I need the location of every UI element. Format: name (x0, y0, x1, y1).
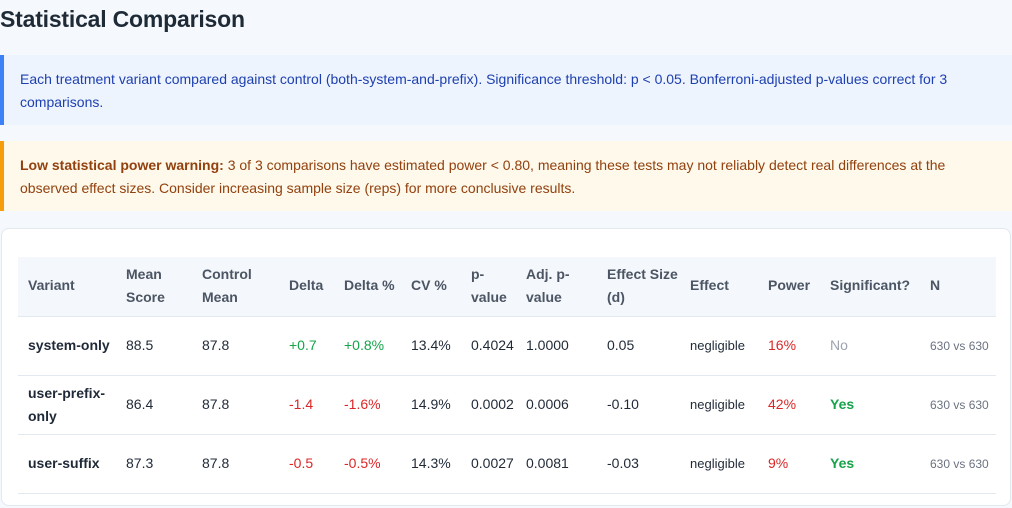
adj-p-value: 0.0006 (516, 375, 597, 435)
delta: +0.7 (279, 316, 334, 376)
variant-name: user-prefix-only (18, 375, 116, 435)
page-title: Statistical Comparison (0, 6, 245, 32)
effect-size: -0.03 (597, 434, 680, 494)
info-callout: Each treatment variant compared against … (0, 55, 1012, 125)
adj-p-value: 0.0081 (516, 434, 597, 494)
significant-badge: No (820, 316, 920, 376)
header-power: Power (758, 257, 820, 317)
variant-name: system-only (18, 316, 116, 376)
header-cv-pct: CV % (401, 257, 461, 317)
effect-size: 0.05 (597, 316, 680, 376)
delta: -0.5 (279, 434, 334, 494)
cv-pct: 14.9% (401, 375, 461, 435)
comparison-table: Variant Mean Score Control Mean Delta De… (18, 257, 996, 494)
delta-pct: -1.6% (334, 375, 401, 435)
control-mean: 87.8 (192, 434, 279, 494)
sample-size: 630 vs 630 (920, 375, 996, 435)
delta: -1.4 (279, 375, 334, 435)
control-mean: 87.8 (192, 375, 279, 435)
info-text: Each treatment variant compared against … (20, 71, 948, 110)
header-significant: Significant? (820, 257, 920, 317)
table-row: user-suffix 87.3 87.8 -0.5 -0.5% 14.3% 0… (18, 434, 996, 494)
header-n: N (920, 257, 996, 317)
cv-pct: 13.4% (401, 316, 461, 376)
table-header-row: Variant Mean Score Control Mean Delta De… (18, 257, 996, 317)
comparison-table-card: Variant Mean Score Control Mean Delta De… (1, 228, 1011, 506)
sample-size: 630 vs 630 (920, 434, 996, 494)
adj-p-value: 1.0000 (516, 316, 597, 376)
mean-score: 88.5 (116, 316, 192, 376)
p-value: 0.0027 (461, 434, 516, 494)
delta-pct: +0.8% (334, 316, 401, 376)
effect-label: negligible (680, 375, 758, 435)
power: 9% (758, 434, 820, 494)
header-effect-size: Effect Size (d) (597, 257, 680, 317)
header-mean-score: Mean Score (116, 257, 192, 317)
warning-text: 3 of 3 comparisons have estimated power … (20, 157, 946, 196)
p-value: 0.4024 (461, 316, 516, 376)
effect-size: -0.10 (597, 375, 680, 435)
cv-pct: 14.3% (401, 434, 461, 494)
effect-label: negligible (680, 316, 758, 376)
warning-label: Low statistical power warning: (20, 157, 224, 173)
p-value: 0.0002 (461, 375, 516, 435)
mean-score: 87.3 (116, 434, 192, 494)
header-adj-p-value: Adj. p-value (516, 257, 597, 317)
significant-badge: Yes (820, 375, 920, 435)
power: 42% (758, 375, 820, 435)
mean-score: 86.4 (116, 375, 192, 435)
header-effect: Effect (680, 257, 758, 317)
control-mean: 87.8 (192, 316, 279, 376)
header-delta: Delta (279, 257, 334, 317)
variant-name: user-suffix (18, 434, 116, 494)
table-row: system-only 88.5 87.8 +0.7 +0.8% 13.4% 0… (18, 316, 996, 376)
header-p-value: p-value (461, 257, 516, 317)
header-control-mean: Control Mean (192, 257, 279, 317)
header-delta-pct: Delta % (334, 257, 401, 317)
header-variant: Variant (18, 257, 116, 317)
delta-pct: -0.5% (334, 434, 401, 494)
significant-badge: Yes (820, 434, 920, 494)
power: 16% (758, 316, 820, 376)
effect-label: negligible (680, 434, 758, 494)
table-row: user-prefix-only 86.4 87.8 -1.4 -1.6% 14… (18, 375, 996, 435)
low-power-warning-callout: Low statistical power warning: 3 of 3 co… (0, 141, 1012, 211)
sample-size: 630 vs 630 (920, 316, 996, 376)
